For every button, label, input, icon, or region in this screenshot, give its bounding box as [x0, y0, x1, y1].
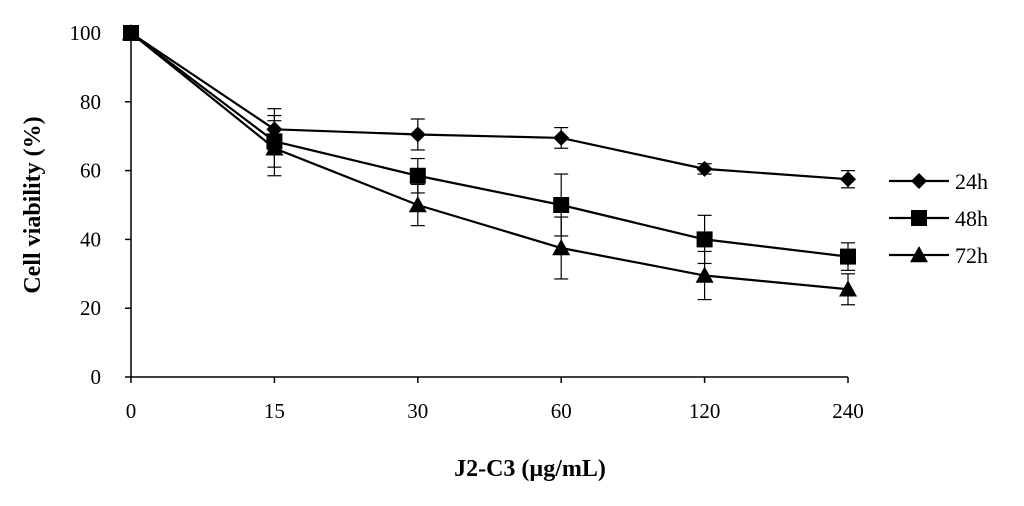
- series-line: [130, 32, 849, 258]
- data-point: [553, 197, 570, 213]
- data-point: [695, 266, 714, 283]
- legend-label: 72h: [955, 243, 988, 268]
- series-48h: [123, 25, 856, 271]
- data-point: [122, 24, 140, 41]
- y-tick-label: 20: [80, 296, 101, 320]
- data-point: [553, 129, 570, 146]
- y-tick-label: 80: [80, 90, 101, 114]
- data-point: [840, 248, 856, 265]
- data-point: [839, 280, 857, 297]
- data-point: [409, 167, 426, 184]
- legend: 24h 48h 72h: [889, 169, 988, 268]
- axes: 0 20 40 60 80 100 0 15 30 60 120 240: [70, 21, 864, 423]
- data-point: [409, 126, 426, 143]
- series-line: [130, 32, 849, 291]
- x-tick-label: 30: [407, 399, 428, 423]
- y-axis-title: Cell viability (%): [20, 116, 46, 293]
- square-icon: [911, 210, 927, 226]
- series-72h: [122, 24, 857, 306]
- series-24h: [123, 25, 856, 189]
- data-point: [696, 160, 713, 177]
- x-axis-title: J2-C3 (µg/mL): [454, 456, 606, 482]
- data-point: [265, 139, 284, 156]
- legend-item-72h: 72h: [889, 243, 988, 268]
- x-tick-label: 60: [551, 399, 572, 423]
- series-line: [130, 32, 849, 181]
- triangle-icon: [910, 246, 928, 263]
- legend-label: 48h: [955, 206, 988, 231]
- y-tick-label: 60: [80, 159, 101, 183]
- diamond-icon: [911, 173, 927, 189]
- x-tick-label: 240: [832, 399, 864, 423]
- y-tick-label: 40: [80, 227, 101, 251]
- legend-item-48h: 48h: [889, 206, 988, 231]
- data-point: [408, 196, 427, 213]
- data-point: [696, 231, 713, 248]
- plot-area: [122, 24, 857, 306]
- legend-label: 24h: [955, 169, 988, 194]
- y-tick-label: 0: [91, 365, 102, 389]
- x-ticks: 0 15 30 60 120 240: [126, 377, 864, 423]
- y-tick-label: 100: [70, 21, 102, 45]
- y-ticks: 0 20 40 60 80 100: [70, 21, 131, 389]
- x-tick-label: 15: [264, 399, 285, 423]
- x-tick-label: 0: [126, 399, 137, 423]
- data-point: [840, 171, 856, 188]
- data-point: [552, 239, 571, 256]
- x-tick-label: 120: [689, 399, 721, 423]
- legend-item-24h: 24h: [889, 169, 988, 194]
